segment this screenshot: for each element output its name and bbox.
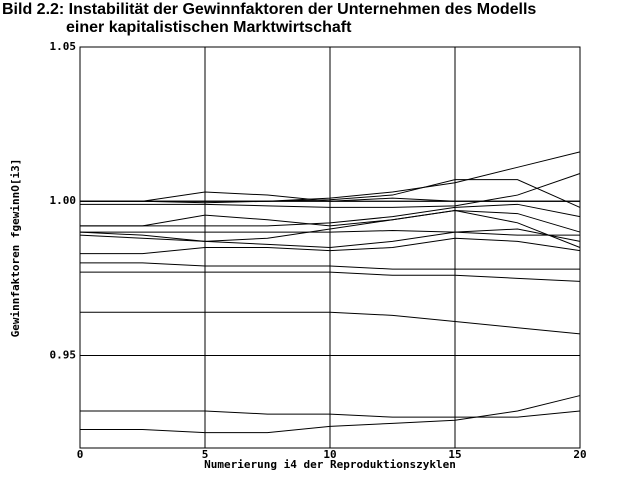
series-line [80,410,581,418]
series-line [80,179,581,208]
chart-subtitle: einer kapitalistischen Marktwirtschaft [66,19,352,36]
y-tick-label: 1.05 [50,40,77,53]
series-line [80,262,580,270]
series-line [80,172,581,208]
y-axis-label: Gewinnfaktoren fgewinnO[i3] [9,159,22,338]
x-axis-label: Numerierung i4 der Reproduktionszyklen [204,458,456,471]
series-line [80,311,581,335]
series-line [79,228,581,249]
series-line [80,237,581,255]
x-tick-label: 5 [202,448,209,461]
series-line [80,230,580,236]
x-tick-label: 10 [323,448,336,461]
series-line [80,271,581,282]
x-tick-label: 15 [448,448,461,461]
series-line [80,395,581,434]
x-tick-label: 20 [573,448,586,461]
y-tick-label: 0.95 [50,348,77,361]
y-tick-label: 1.00 [50,194,77,207]
chart-title: Bild 2.2: Instabilität der Gewinnfaktore… [2,1,536,18]
series-line [80,209,581,233]
series-line [80,203,581,227]
x-tick-label: 0 [77,448,84,461]
series-line [79,209,581,248]
